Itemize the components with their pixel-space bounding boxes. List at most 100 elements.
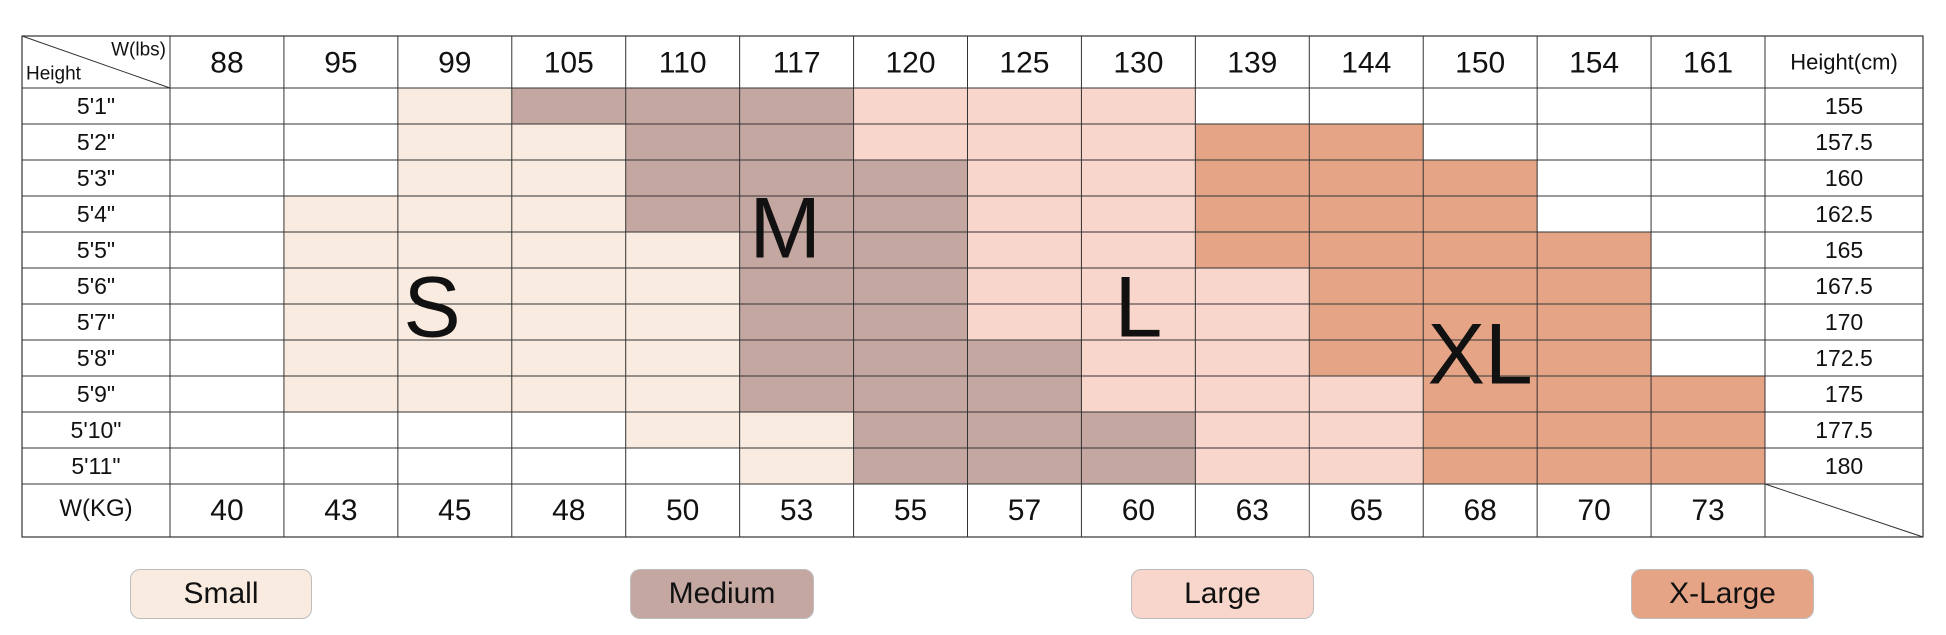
weight-lbs-label: 117 bbox=[773, 47, 821, 80]
size-cell-xl bbox=[1651, 448, 1765, 484]
size-cell-s bbox=[397, 124, 512, 160]
size-cell-m bbox=[739, 232, 854, 268]
size-cell-s bbox=[397, 160, 512, 196]
size-cell-l bbox=[1081, 160, 1196, 196]
legend-xlarge: X-Large bbox=[1631, 569, 1814, 619]
weight-lbs-label: 110 bbox=[659, 47, 707, 80]
weight-lbs-label: 88 bbox=[210, 47, 243, 80]
size-cell-s bbox=[511, 124, 626, 160]
size-cell-l bbox=[1309, 448, 1424, 484]
size-cell-l bbox=[967, 88, 1082, 124]
weight-lbs-label: 154 bbox=[1569, 47, 1619, 80]
size-cell-s bbox=[511, 196, 626, 232]
size-cell-xl bbox=[1423, 412, 1538, 448]
size-cell-l bbox=[1081, 268, 1196, 304]
size-cell-l bbox=[967, 160, 1082, 196]
size-cell-s bbox=[283, 340, 398, 376]
size-cell-xl bbox=[1423, 232, 1538, 268]
table-border bbox=[21, 35, 1924, 538]
size-cell-xl bbox=[1423, 376, 1538, 412]
size-cell-s bbox=[739, 448, 854, 484]
weight-kg-label: 65 bbox=[1350, 494, 1383, 527]
size-cell-xl bbox=[1309, 232, 1424, 268]
size-cell-m bbox=[853, 340, 968, 376]
size-cell-s bbox=[283, 196, 398, 232]
height-cm-label: 172.5 bbox=[1815, 345, 1873, 371]
size-cell-l bbox=[1081, 124, 1196, 160]
size-cell-s bbox=[511, 268, 626, 304]
weight-kg-label: 43 bbox=[324, 494, 357, 527]
height-ft-label: 5'2" bbox=[77, 129, 115, 155]
size-cell-s bbox=[397, 376, 512, 412]
weight-lbs-label: 161 bbox=[1683, 47, 1733, 80]
weight-kg-label: 40 bbox=[210, 494, 243, 527]
size-cell-xl bbox=[1423, 304, 1538, 340]
legend-small-label: Small bbox=[183, 577, 259, 610]
size-cell-xl bbox=[1195, 160, 1310, 196]
size-cell-l bbox=[1195, 376, 1310, 412]
size-cell-l bbox=[967, 232, 1082, 268]
size-cell-l bbox=[967, 124, 1082, 160]
corner-label-weight: W(lbs) bbox=[111, 40, 166, 61]
legend-small: Small bbox=[130, 569, 312, 619]
size-cell-xl bbox=[1537, 304, 1652, 340]
size-cell-m bbox=[853, 376, 968, 412]
size-cell-xl bbox=[1423, 268, 1538, 304]
size-cell-xl bbox=[1537, 376, 1652, 412]
size-cell-m bbox=[739, 268, 854, 304]
size-cell-s bbox=[283, 304, 398, 340]
weight-kg-label: 48 bbox=[552, 494, 585, 527]
weight-kg-label: 70 bbox=[1577, 494, 1610, 527]
size-cell-xl bbox=[1309, 196, 1424, 232]
size-cell-l bbox=[1081, 88, 1196, 124]
size-cell-xl bbox=[1537, 412, 1652, 448]
size-cell-m bbox=[853, 232, 968, 268]
weight-lbs-label: 99 bbox=[438, 47, 471, 80]
size-cell-s bbox=[511, 304, 626, 340]
kg-row-label: W(KG) bbox=[59, 495, 132, 522]
size-cell-l bbox=[1081, 232, 1196, 268]
zone-letter-s: S bbox=[403, 260, 460, 356]
size-cell-m bbox=[967, 376, 1082, 412]
weight-kg-label: 68 bbox=[1463, 494, 1496, 527]
size-cell-l bbox=[1081, 304, 1196, 340]
size-cell-xl bbox=[1309, 160, 1424, 196]
size-cell-l bbox=[1195, 340, 1310, 376]
weight-kg-label: 57 bbox=[1008, 494, 1041, 527]
size-cell-s bbox=[397, 304, 512, 340]
size-cell-s bbox=[397, 196, 512, 232]
size-cell-xl bbox=[1537, 448, 1652, 484]
size-cell-m bbox=[739, 160, 854, 196]
size-cell-xl bbox=[1423, 340, 1538, 376]
height-ft-label: 5'3" bbox=[77, 165, 115, 191]
size-cell-s bbox=[625, 340, 740, 376]
size-cell-s bbox=[397, 88, 512, 124]
weight-lbs-label: 144 bbox=[1341, 47, 1391, 80]
height-cm-label: 170 bbox=[1825, 309, 1863, 335]
size-cell-s bbox=[283, 268, 398, 304]
size-cell-m bbox=[625, 160, 740, 196]
size-cell-m bbox=[625, 88, 740, 124]
weight-kg-label: 45 bbox=[438, 494, 471, 527]
size-cell-s bbox=[397, 232, 512, 268]
size-cell-m bbox=[853, 268, 968, 304]
size-cell-s bbox=[283, 232, 398, 268]
weight-lbs-label: 105 bbox=[544, 47, 594, 80]
size-cell-l bbox=[1309, 376, 1424, 412]
height-ft-label: 5'9" bbox=[77, 381, 115, 407]
size-cell-s bbox=[511, 160, 626, 196]
size-cell-m bbox=[967, 412, 1082, 448]
size-cell-m bbox=[739, 376, 854, 412]
size-cell-s bbox=[625, 412, 740, 448]
weight-kg-label: 63 bbox=[1236, 494, 1269, 527]
legend-medium: Medium bbox=[630, 569, 814, 619]
height-ft-label: 5'8" bbox=[77, 345, 115, 371]
weight-lbs-label: 95 bbox=[324, 47, 357, 80]
size-cell-m bbox=[1081, 448, 1196, 484]
size-cell-s bbox=[397, 340, 512, 376]
size-cell-m bbox=[739, 196, 854, 232]
size-cell-xl bbox=[1537, 232, 1652, 268]
height-cm-label: 175 bbox=[1825, 381, 1863, 407]
size-cell-s bbox=[625, 304, 740, 340]
